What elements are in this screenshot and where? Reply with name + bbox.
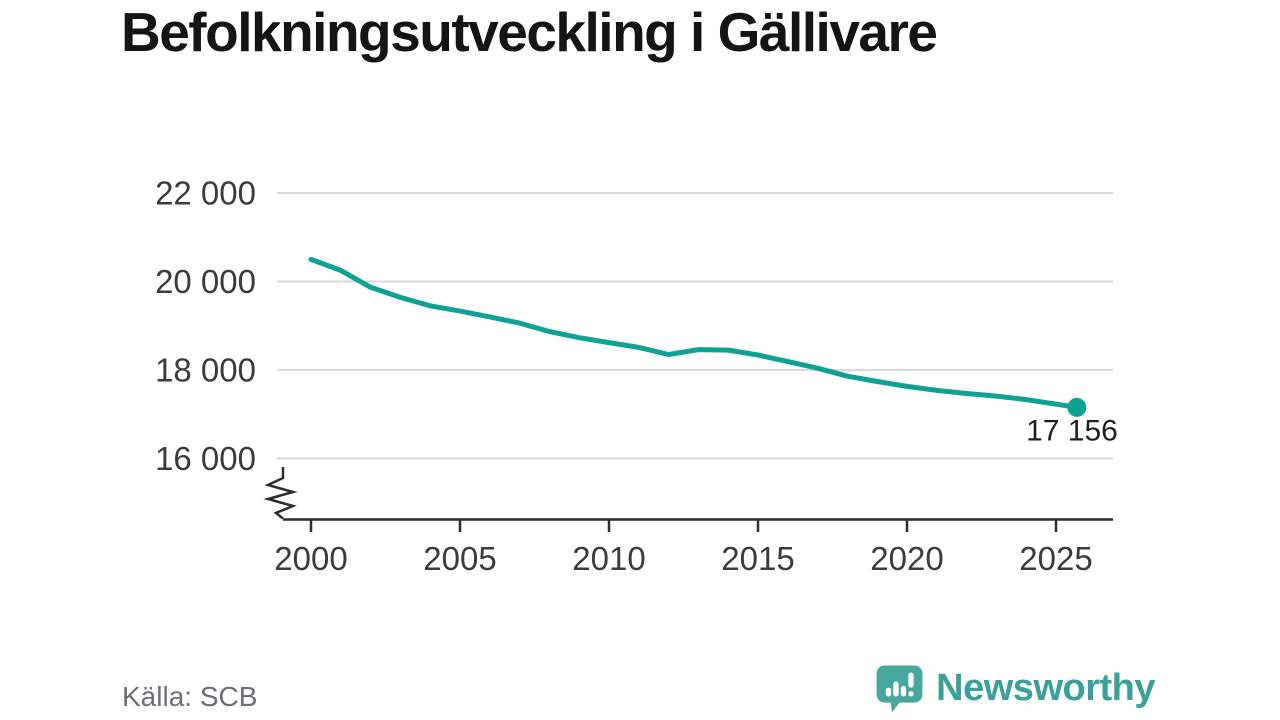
source-note: Källa: SCB: [122, 681, 258, 712]
x-tick-label: 2010: [572, 540, 645, 577]
y-tick-label: 22 000: [155, 175, 256, 212]
x-tick-label: 2000: [274, 540, 347, 577]
axis-group: [263, 467, 1113, 532]
x-tick-label: 2025: [1019, 540, 1092, 577]
x-tick-label: 2015: [721, 540, 794, 577]
gridlines-group: [277, 192, 1113, 460]
y-tick-label: 20 000: [155, 263, 256, 300]
y-tick-label: 16 000: [155, 440, 256, 477]
x-tick-label: 2005: [423, 540, 496, 577]
population-line: [308, 256, 1080, 410]
series-group: 17 156: [308, 256, 1118, 447]
newsworthy-brand: Newsworthy: [873, 662, 1155, 715]
axis-labels-group: 22 000 20 000 18 000 16 000 2000 2005 2010 2015…: [155, 175, 1093, 578]
speech-bubble-shape: [876, 665, 923, 713]
newsworthy-speech-bubble-bar-chart-icon: [876, 665, 923, 713]
axis-break-zigzag-icon: [263, 467, 298, 520]
x-tick-label: 2020: [870, 540, 943, 577]
y-tick-label: 18 000: [155, 352, 256, 389]
latest-value-label: 17 156: [1026, 414, 1118, 447]
chart-title: Befolkningsutveckling i Gällivare: [121, 1, 938, 63]
bar-chart-exclamation-glyph: [885, 672, 914, 697]
brand-wordmark: Newsworthy: [936, 667, 1155, 709]
latest-value-dot: [1067, 397, 1087, 417]
